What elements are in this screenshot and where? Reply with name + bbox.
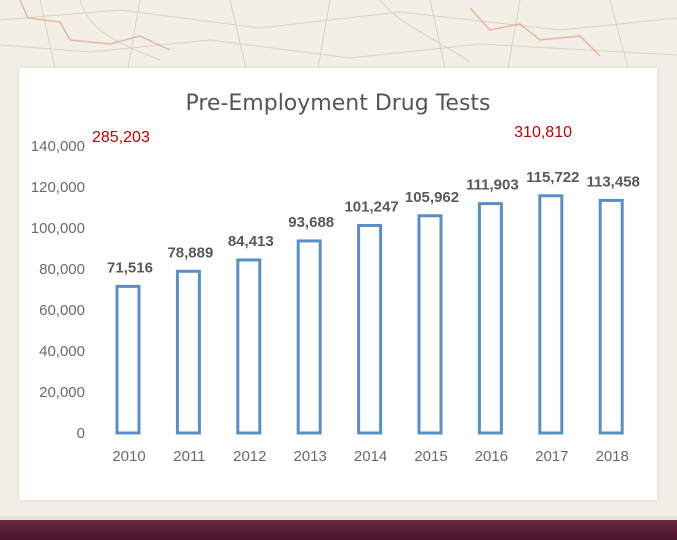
annotations: 285,203 310,810: [92, 124, 572, 146]
y-tick-label: 120,000: [31, 179, 85, 196]
chart-title: Pre-Employment Drug Tests: [185, 91, 490, 116]
y-tick-label: 80,000: [39, 261, 85, 278]
y-tick-label: 0: [77, 425, 85, 442]
data-label: 101,247: [344, 198, 398, 215]
x-tick-label: 2017: [535, 448, 568, 465]
bar-2011: [175, 269, 201, 435]
y-tick-label: 100,000: [31, 220, 85, 237]
x-tick-label: 2013: [294, 448, 327, 465]
y-tick-label: 140,000: [31, 138, 85, 155]
data-label: 115,722: [526, 169, 579, 186]
bar-2017: [538, 194, 564, 435]
x-tick-label: 2014: [354, 448, 387, 465]
x-tick-label: 2018: [596, 448, 629, 465]
bar-2016: [477, 202, 503, 435]
x-tick-label: 2016: [475, 448, 508, 465]
footer-divider: [0, 516, 677, 520]
bar-2010: [115, 284, 141, 435]
bar-2013: [296, 239, 322, 435]
y-tick-label: 60,000: [39, 302, 85, 319]
x-tick-label: 2012: [233, 448, 266, 465]
x-axis: 2010 2011 2012 2013 2014 2015 2016 2017 2018: [112, 448, 629, 465]
bar-2014: [357, 223, 383, 435]
data-label: 71,516: [107, 259, 153, 276]
data-label: 105,962: [405, 189, 459, 206]
data-label: 113,458: [586, 173, 639, 190]
y-axis: 0 20,000 40,000 60,000 80,000 100,000 120,000 1…: [31, 138, 85, 442]
y-tick-label: 40,000: [39, 343, 85, 360]
annotation-top-right: 310,810: [514, 124, 572, 141]
bar-2018: [598, 198, 624, 435]
footer-band: [0, 520, 677, 540]
y-tick-label: 20,000: [39, 384, 85, 401]
data-label: 78,889: [167, 244, 213, 261]
bar-2015: [417, 214, 443, 435]
x-tick-label: 2015: [414, 448, 447, 465]
bars: 71,516 78,889 84,413 93,688 101,247 105,962 11…: [107, 169, 640, 435]
annotation-top-left: 285,203: [92, 129, 150, 146]
bar-2012: [236, 258, 262, 435]
data-label: 111,903: [466, 177, 519, 194]
data-label: 84,413: [228, 233, 274, 250]
data-label: 93,688: [288, 214, 334, 231]
x-tick-label: 2010: [112, 448, 145, 465]
x-tick-label: 2011: [173, 448, 205, 465]
